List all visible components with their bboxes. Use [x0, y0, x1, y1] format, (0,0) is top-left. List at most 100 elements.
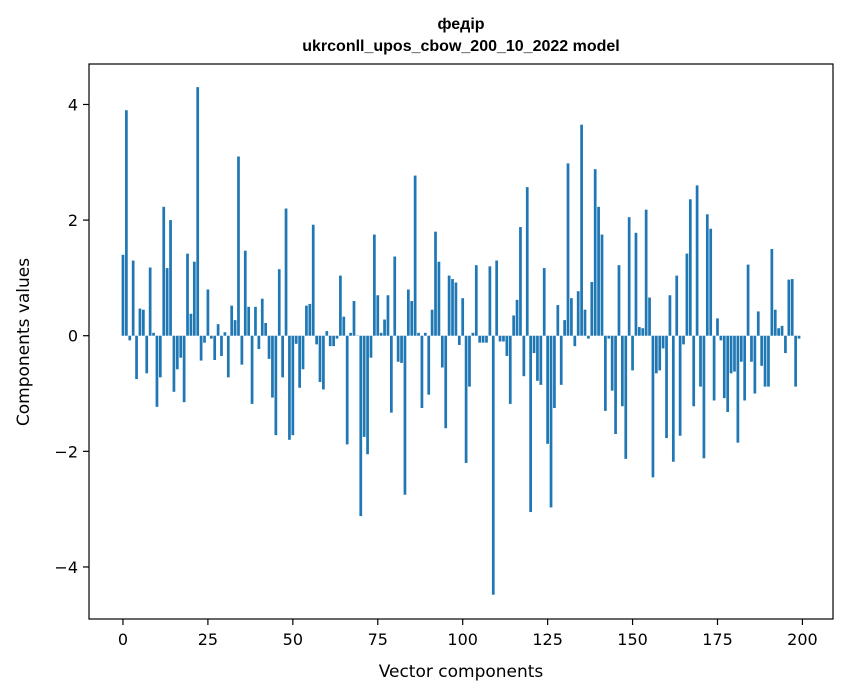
bar — [658, 335, 662, 371]
bar — [553, 335, 556, 408]
bar — [570, 298, 573, 336]
bar — [226, 335, 230, 378]
bar — [797, 335, 801, 339]
bar — [641, 328, 645, 336]
bar — [206, 289, 210, 336]
bar — [624, 335, 628, 459]
bar — [539, 335, 543, 385]
bar — [230, 305, 234, 336]
bar — [688, 199, 692, 336]
bar — [121, 254, 125, 336]
bar — [702, 335, 706, 459]
bar — [192, 261, 196, 336]
bar — [145, 335, 149, 374]
bar — [739, 335, 743, 362]
bar — [692, 335, 696, 407]
bar — [750, 335, 753, 362]
bar — [209, 335, 213, 339]
bar — [583, 309, 587, 336]
x-tick-label: 125 — [532, 630, 563, 649]
bar — [182, 335, 186, 403]
bar — [254, 306, 257, 336]
bar — [695, 185, 699, 336]
x-tick-label: 25 — [198, 630, 218, 649]
bar — [359, 335, 363, 517]
bar — [128, 335, 132, 341]
bar — [699, 335, 702, 387]
bar — [491, 335, 495, 595]
bar — [593, 169, 597, 336]
bar — [420, 335, 424, 408]
bar — [345, 335, 349, 445]
bar — [654, 335, 658, 374]
bar — [413, 175, 417, 336]
bar — [403, 335, 407, 495]
bar — [169, 220, 172, 336]
bar — [271, 335, 274, 398]
bar — [454, 282, 458, 336]
bar — [522, 335, 526, 377]
bar — [342, 316, 346, 336]
bar — [709, 228, 713, 336]
bar — [559, 335, 563, 385]
x-tick-label: 175 — [702, 630, 733, 649]
bar — [705, 214, 709, 336]
x-tick-label: 100 — [447, 630, 478, 649]
bar — [352, 301, 356, 336]
bar — [457, 335, 461, 345]
bar — [722, 335, 726, 399]
bar — [495, 260, 499, 336]
bar — [678, 335, 682, 436]
bar — [763, 335, 767, 387]
bar — [719, 335, 723, 341]
bar — [573, 335, 577, 347]
bar — [423, 332, 427, 336]
bar — [478, 335, 482, 343]
bar — [661, 335, 665, 349]
bar — [447, 275, 451, 336]
bar — [787, 279, 791, 336]
bar — [767, 335, 770, 387]
y-tick-label: −2 — [54, 442, 78, 461]
bar — [152, 332, 155, 336]
bar — [610, 335, 614, 391]
bar — [451, 279, 454, 336]
bar — [519, 227, 522, 336]
bar — [729, 335, 733, 374]
bar — [648, 297, 651, 336]
bar — [756, 311, 760, 336]
bar — [125, 110, 128, 336]
bar — [668, 295, 672, 336]
bar — [716, 318, 719, 336]
bar — [165, 268, 169, 336]
bar — [138, 308, 142, 336]
bar — [587, 335, 590, 339]
bar — [250, 335, 254, 404]
bar — [549, 335, 553, 508]
bar — [665, 335, 668, 439]
bar — [604, 335, 607, 411]
bar — [427, 335, 431, 395]
bar — [243, 250, 247, 336]
bar — [505, 335, 509, 356]
bar — [468, 335, 471, 387]
x-axis: 0 25 50 75 100 125 150 175 200 — [118, 619, 818, 649]
bar — [498, 335, 502, 342]
bar — [736, 335, 740, 443]
bar — [607, 335, 611, 339]
bar — [233, 320, 237, 336]
bar — [444, 335, 448, 429]
bar — [328, 335, 332, 347]
bar — [515, 299, 519, 336]
bar — [794, 335, 797, 387]
bar — [440, 335, 444, 368]
bar — [298, 335, 301, 388]
bar — [264, 323, 268, 336]
bar — [563, 320, 566, 336]
bar — [291, 335, 295, 436]
bar — [471, 332, 475, 336]
bar — [332, 335, 335, 347]
bar — [383, 319, 386, 336]
bar — [481, 335, 485, 343]
